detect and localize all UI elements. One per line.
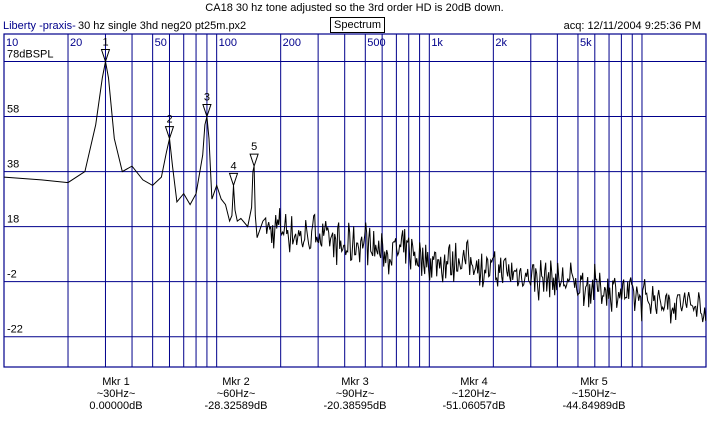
marker-readout: Mkr 3 ~90Hz~ -20.38595dB [305,376,405,412]
x-tick-label: 1k [431,37,443,49]
marker-number: 5 [251,141,257,153]
marker-value: 0.00000dB [89,400,143,412]
marker-freq: ~60Hz~ [216,388,256,400]
spectrum-trace [3,61,707,324]
plot-frame [3,33,707,368]
marker-readout: Mkr 2 ~60Hz~ -28.32589dB [186,376,286,412]
marker-label: Mkr 3 [341,376,369,388]
app-name: Liberty -praxis- [3,20,76,32]
marker-triangle [249,153,259,168]
y-tick-label: -2 [7,269,17,281]
marker-value: -44.84989dB [562,400,626,412]
marker-value: -51.06057dB [442,400,506,412]
x-tick-label: 10 [6,37,18,49]
marker-readout: Mkr 5 ~150Hz~ -44.84989dB [544,376,644,412]
y-tick-label: 38 [7,159,19,171]
x-tick-label: 50 [155,37,167,49]
marker-readout: Mkr 1 ~30Hz~ 0.00000dB [66,376,166,412]
marker-label: Mkr 4 [460,376,488,388]
marker-freq: ~120Hz~ [451,388,497,400]
x-tick-label: 20 [70,37,82,49]
spectrum-button[interactable]: Spectrum [330,17,386,33]
marker-triangle [164,126,175,141]
marker-value: -20.38595dB [323,400,387,412]
marker-label: Mkr 5 [580,376,608,388]
y-tick-label: 18 [7,214,19,226]
x-tick-label: 100 [219,37,237,49]
chart-title: CA18 30 hz tone adjusted so the 3rd orde… [205,2,504,14]
marker-readout: Mkr 4 ~120Hz~ -51.06057dB [424,376,524,412]
marker-triangle [202,104,212,119]
marker-label: Mkr 1 [102,376,130,388]
marker-number: 3 [204,92,210,104]
file-info: 30 hz single 3hd neg20 pt25m.px2 [78,20,247,32]
x-tick-label: 5k [580,37,592,49]
marker-triangle [228,172,239,187]
x-tick-label: 200 [283,37,301,49]
marker-freq: ~90Hz~ [335,388,375,400]
y-tick-label: 78dBSPL [7,49,53,61]
marker-triangle [100,49,111,64]
marker-number: 4 [230,160,236,172]
x-tick-label: 2k [495,37,507,49]
acquisition-timestamp: acq: 12/11/2004 9:25:36 PM [563,20,701,32]
marker-freq: ~30Hz~ [96,388,136,400]
marker-value: -28.32589dB [204,400,268,412]
marker-freq: ~150Hz~ [571,388,617,400]
y-tick-label: 58 [7,104,19,116]
marker-number: 2 [166,114,172,126]
x-tick-label: 500 [367,37,385,49]
y-tick-label: -22 [7,324,23,336]
marker-number: 1 [102,37,108,49]
marker-label: Mkr 2 [222,376,250,388]
